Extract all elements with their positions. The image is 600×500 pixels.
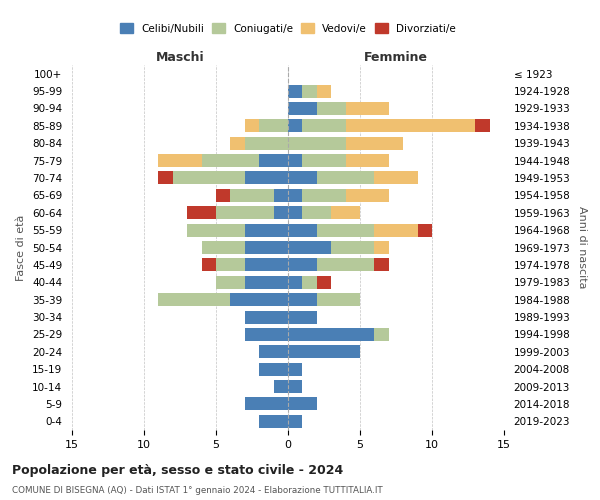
Bar bbox=[245, 120, 259, 132]
Bar bbox=[259, 415, 288, 428]
Bar bbox=[288, 224, 317, 236]
Bar bbox=[288, 380, 302, 393]
Bar bbox=[274, 206, 288, 220]
Text: COMUNE DI BISEGNA (AQ) - Dati ISTAT 1° gennaio 2024 - Elaborazione TUTTITALIA.IT: COMUNE DI BISEGNA (AQ) - Dati ISTAT 1° g… bbox=[12, 486, 383, 495]
Bar bbox=[288, 293, 317, 306]
Bar bbox=[374, 258, 389, 272]
Text: Popolazione per età, sesso e stato civile - 2024: Popolazione per età, sesso e stato civil… bbox=[12, 464, 343, 477]
Bar bbox=[288, 415, 302, 428]
Bar bbox=[274, 189, 288, 202]
Bar bbox=[216, 276, 245, 289]
Bar bbox=[245, 328, 288, 341]
Legend: Celibi/Nubili, Coniugati/e, Vedovi/e, Divorziati/e: Celibi/Nubili, Coniugati/e, Vedovi/e, Di… bbox=[116, 19, 460, 38]
Bar bbox=[374, 241, 389, 254]
Bar bbox=[288, 328, 374, 341]
Bar bbox=[245, 172, 288, 184]
Bar bbox=[302, 120, 346, 132]
Bar bbox=[245, 398, 288, 410]
Bar bbox=[346, 154, 389, 167]
Bar bbox=[288, 189, 302, 202]
Bar bbox=[331, 241, 374, 254]
Bar bbox=[317, 258, 374, 272]
Bar bbox=[288, 398, 317, 410]
Bar bbox=[158, 154, 202, 167]
Y-axis label: Fasce di età: Fasce di età bbox=[16, 214, 26, 280]
Bar bbox=[317, 102, 346, 115]
Bar bbox=[187, 206, 216, 220]
Y-axis label: Anni di nascita: Anni di nascita bbox=[577, 206, 587, 289]
Bar bbox=[230, 189, 274, 202]
Bar bbox=[187, 224, 245, 236]
Bar bbox=[346, 102, 389, 115]
Bar bbox=[288, 154, 302, 167]
Bar bbox=[288, 362, 302, 376]
Bar bbox=[302, 154, 346, 167]
Bar bbox=[418, 224, 432, 236]
Bar bbox=[317, 293, 360, 306]
Bar bbox=[259, 120, 288, 132]
Bar bbox=[317, 172, 374, 184]
Bar bbox=[259, 154, 288, 167]
Bar bbox=[288, 84, 302, 98]
Bar bbox=[302, 206, 331, 220]
Bar bbox=[216, 189, 230, 202]
Text: Femmine: Femmine bbox=[364, 51, 428, 64]
Bar bbox=[245, 241, 288, 254]
Bar bbox=[288, 206, 302, 220]
Bar bbox=[216, 206, 274, 220]
Bar bbox=[331, 206, 360, 220]
Bar bbox=[346, 189, 389, 202]
Bar bbox=[302, 189, 346, 202]
Bar bbox=[245, 276, 288, 289]
Bar bbox=[245, 136, 288, 149]
Bar bbox=[202, 241, 245, 254]
Bar bbox=[288, 310, 317, 324]
Bar bbox=[288, 102, 317, 115]
Bar bbox=[259, 346, 288, 358]
Bar bbox=[245, 310, 288, 324]
Bar bbox=[288, 172, 317, 184]
Bar bbox=[288, 241, 331, 254]
Bar bbox=[346, 136, 403, 149]
Bar bbox=[288, 136, 346, 149]
Bar bbox=[288, 120, 302, 132]
Bar bbox=[288, 276, 302, 289]
Bar bbox=[346, 120, 475, 132]
Bar bbox=[230, 136, 245, 149]
Bar bbox=[302, 84, 317, 98]
Bar bbox=[317, 84, 331, 98]
Bar bbox=[317, 276, 331, 289]
Bar bbox=[274, 380, 288, 393]
Bar bbox=[230, 293, 288, 306]
Bar bbox=[245, 258, 288, 272]
Bar bbox=[173, 172, 245, 184]
Bar bbox=[288, 346, 360, 358]
Bar bbox=[259, 362, 288, 376]
Bar bbox=[158, 293, 230, 306]
Bar bbox=[374, 172, 418, 184]
Bar bbox=[158, 172, 173, 184]
Bar bbox=[374, 224, 418, 236]
Bar bbox=[302, 276, 317, 289]
Text: Maschi: Maschi bbox=[155, 51, 205, 64]
Bar bbox=[475, 120, 490, 132]
Bar bbox=[202, 258, 216, 272]
Bar bbox=[374, 328, 389, 341]
Bar bbox=[317, 224, 374, 236]
Bar bbox=[202, 154, 259, 167]
Bar bbox=[216, 258, 245, 272]
Bar bbox=[245, 224, 288, 236]
Bar bbox=[288, 258, 317, 272]
